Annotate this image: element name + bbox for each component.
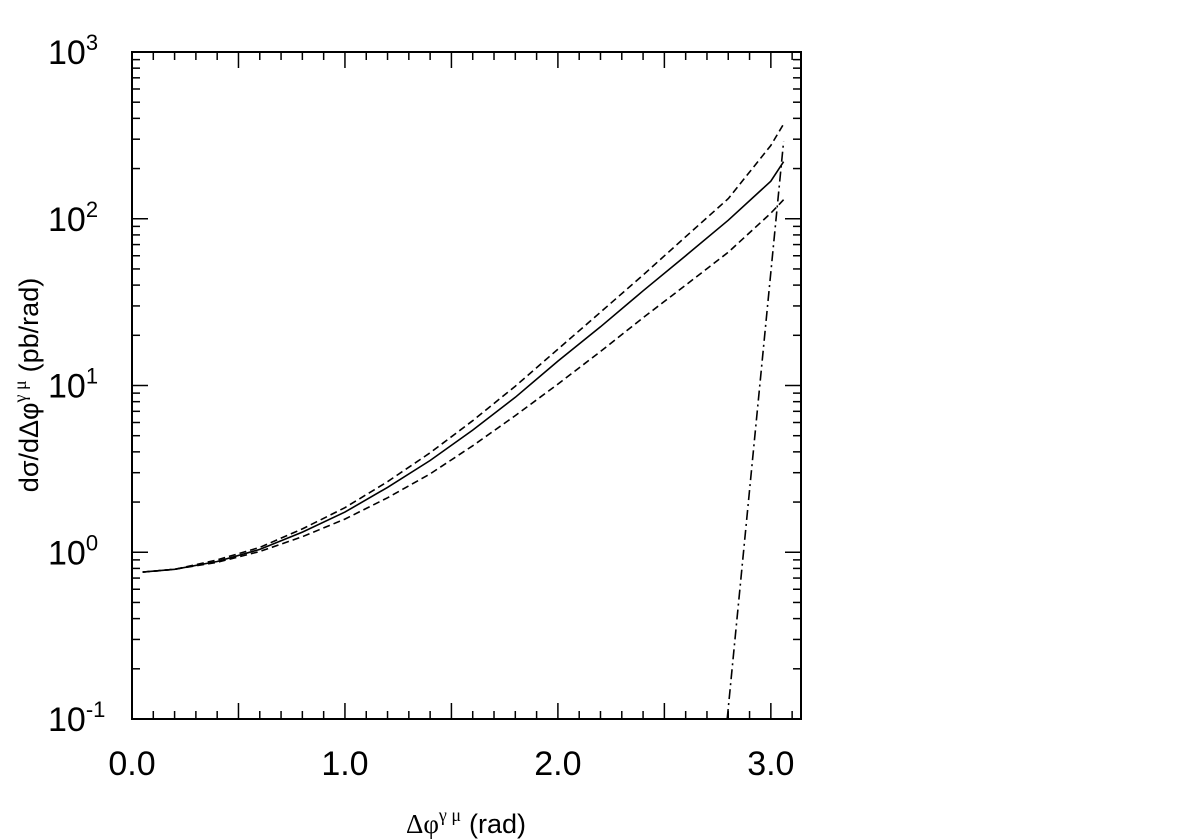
- x-axis-label-sup: γ μ: [438, 805, 461, 825]
- y-tick-label-base: 10: [48, 34, 86, 72]
- y-tick-label: 102: [48, 197, 98, 239]
- series-line-1: [142, 123, 785, 573]
- x-tick-label: 3.0: [747, 745, 794, 783]
- y-tick-label-exp: 3: [86, 30, 98, 55]
- y-tick-label-exp: 0: [86, 530, 98, 555]
- x-tick-label: 1.0: [321, 745, 368, 783]
- y-axis-label-sup: γ μ: [10, 380, 30, 403]
- y-tick-label-base: 10: [48, 368, 86, 406]
- y-axis-label-main: dσ/dΔφ: [14, 402, 44, 492]
- y-tick-label-base: 10: [48, 701, 86, 739]
- y-tick-label-exp: 2: [86, 197, 98, 222]
- y-tick-label: 10-1: [48, 697, 105, 739]
- x-axis-label: Δφγ μ (rad): [406, 805, 526, 839]
- x-axis-label-main: Δφ: [406, 809, 439, 839]
- y-tick-label: 101: [48, 364, 98, 406]
- series-line-2: [142, 199, 785, 573]
- x-tick-label: 2.0: [534, 745, 581, 783]
- plot-frame: [131, 51, 802, 720]
- x-tick-label: 0.0: [108, 745, 155, 783]
- x-axis-label-unit: (rad): [469, 809, 526, 839]
- y-tick-label-exp: -1: [86, 697, 106, 722]
- y-axis-label-unit: (pb/rad): [14, 278, 44, 373]
- y-tick-label-base: 10: [48, 201, 86, 239]
- axis-ticks: [132, 52, 801, 719]
- y-tick-label-exp: 1: [86, 364, 98, 389]
- series-line-3: [726, 141, 785, 720]
- series-lines: [142, 123, 785, 720]
- y-tick-label: 100: [48, 530, 98, 572]
- y-tick-label-base: 10: [48, 534, 86, 572]
- y-tick-label: 103: [48, 30, 98, 72]
- series-line-0: [142, 161, 785, 573]
- y-axis-label: dσ/dΔφγ μ (pb/rad): [10, 278, 44, 492]
